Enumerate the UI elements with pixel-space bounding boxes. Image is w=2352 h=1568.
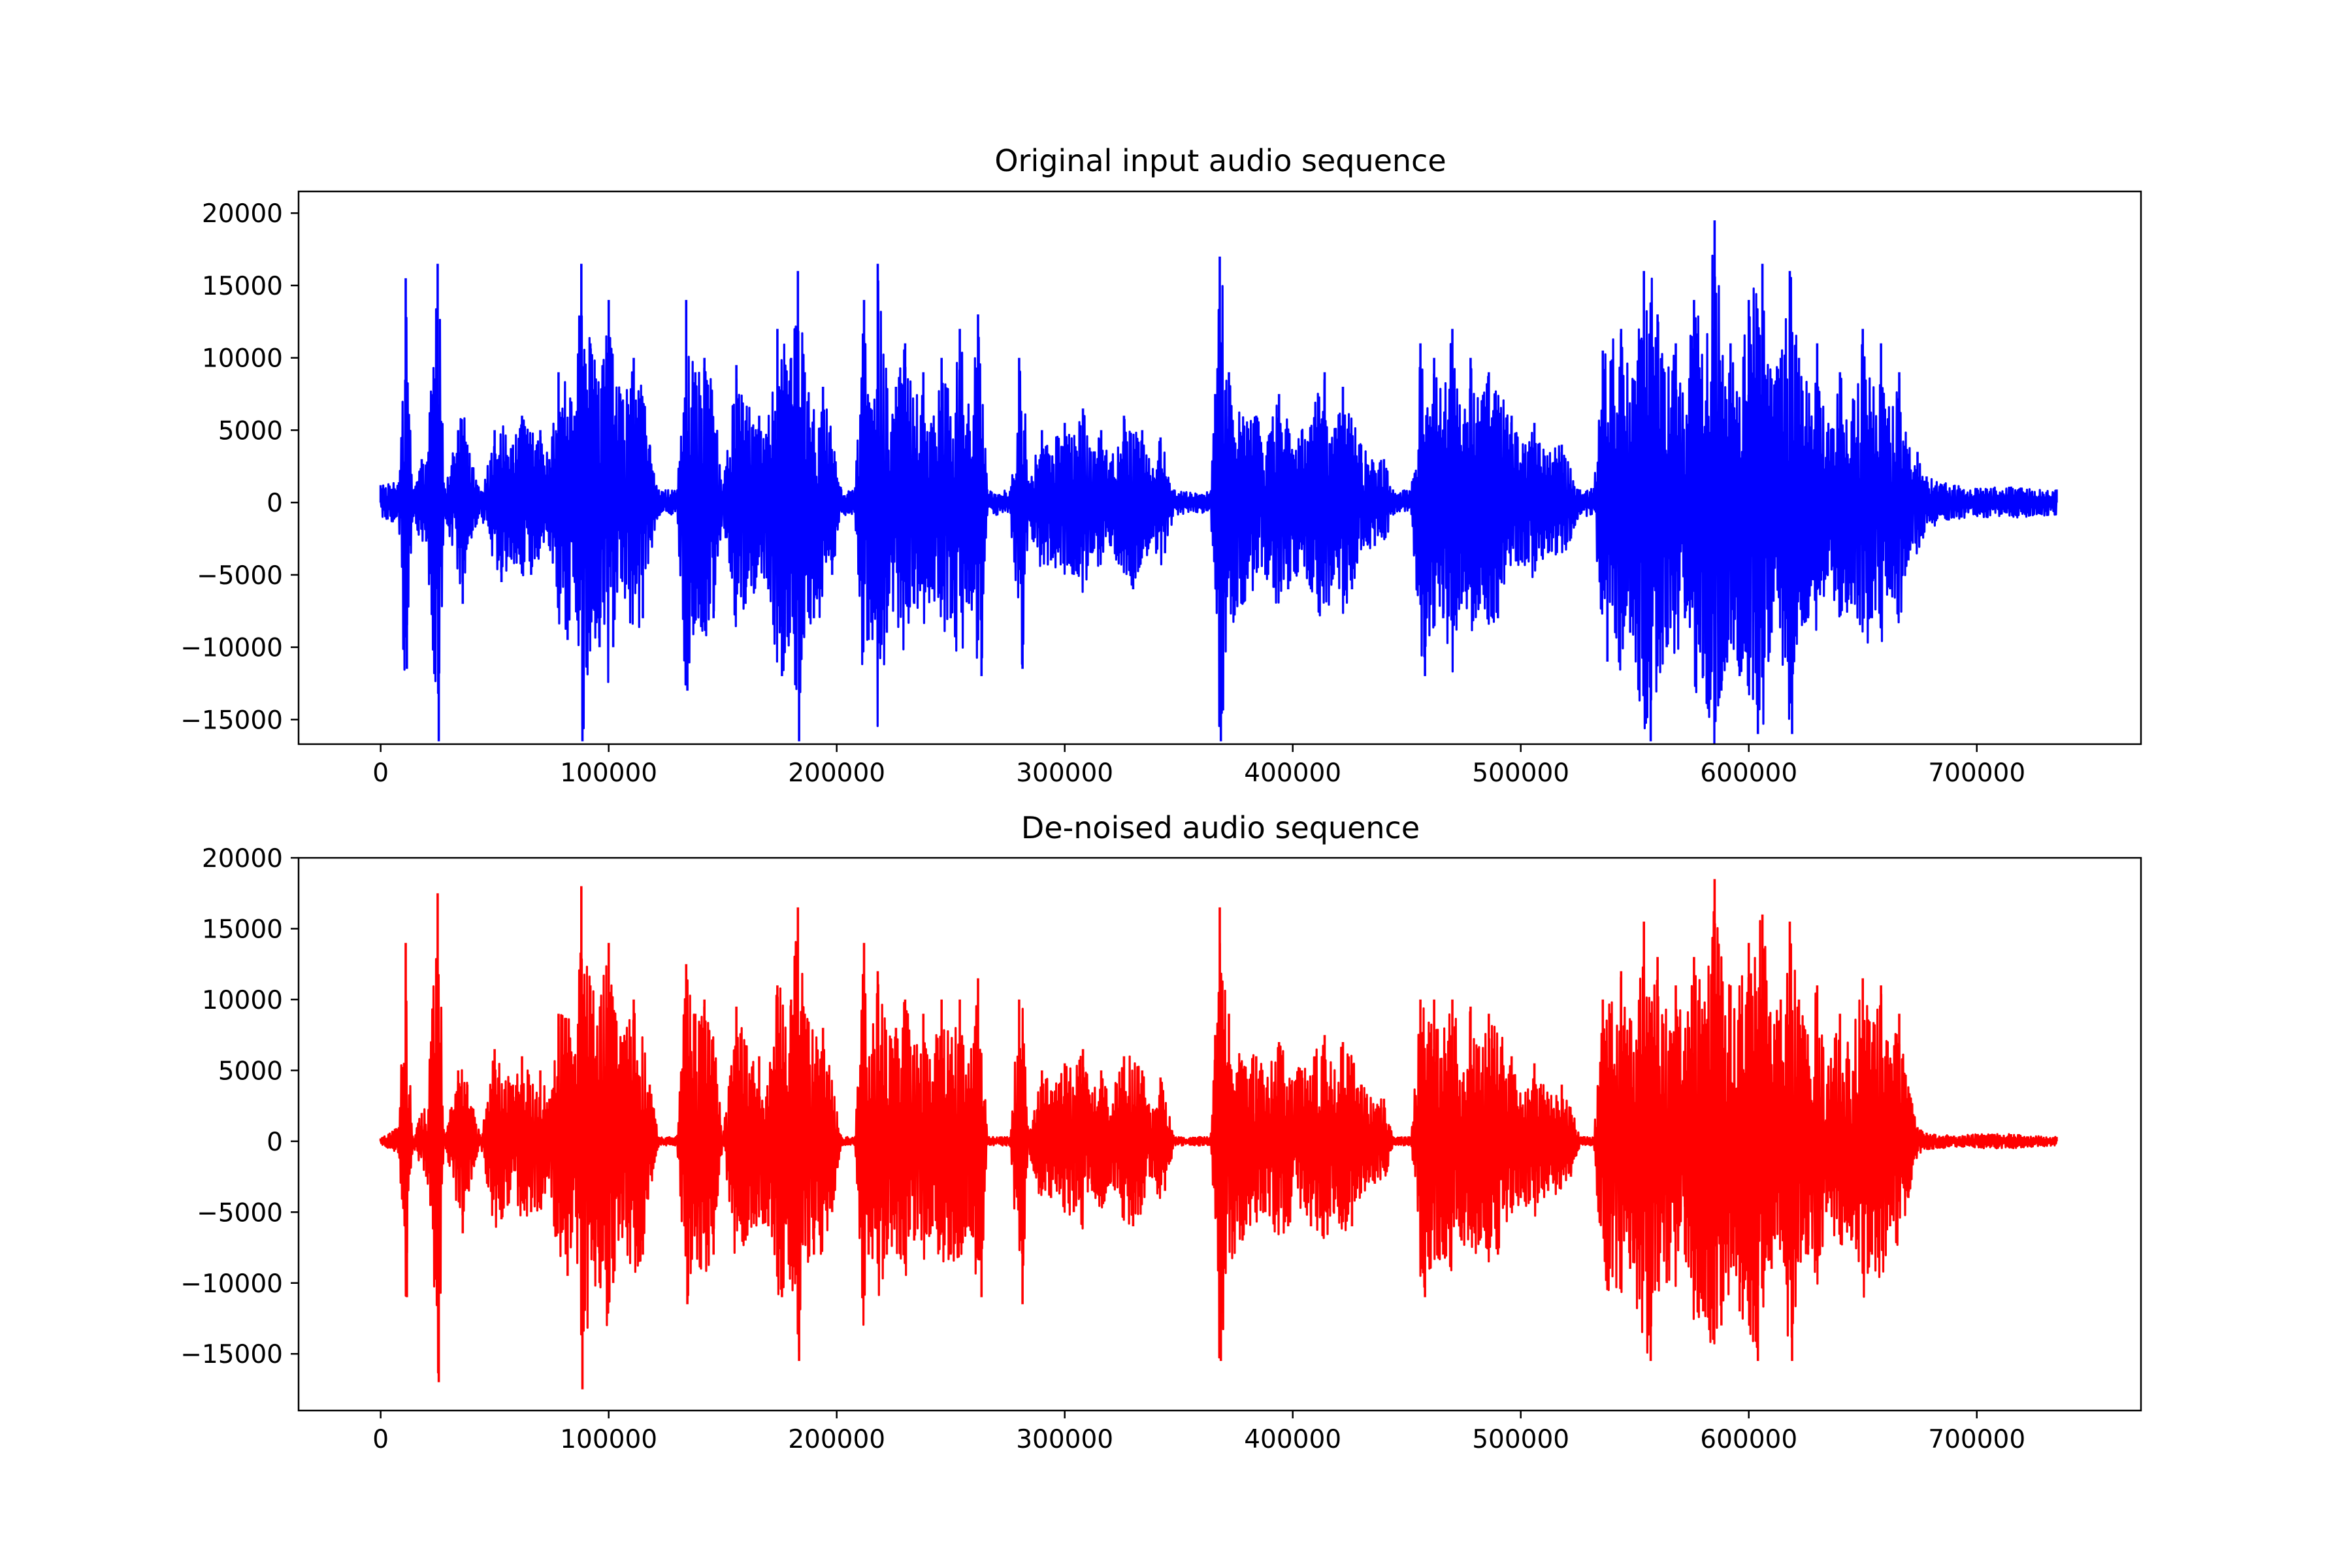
denoised-audio-waveform-peaks: [379, 879, 2058, 1390]
denoised-audio-xtick-label: 400000: [1244, 1425, 1341, 1454]
denoised-audio-ytick-label: 20000: [202, 844, 283, 874]
original-audio-xtick-label: 200000: [788, 759, 885, 788]
denoised-audio-xtick-label: 300000: [1016, 1425, 1113, 1454]
original-audio-xtick-label: 0: [372, 759, 389, 788]
original-audio-ytick-label: 20000: [202, 199, 283, 229]
original-audio-ytick-label: −10000: [180, 634, 283, 663]
denoised-audio-ytick-label: 15000: [202, 915, 283, 944]
original-audio-ticks: 0 100000 200000 300000 400000 500000 600000 700…: [180, 199, 2025, 788]
original-audio-ytick-label: 5000: [218, 416, 283, 446]
original-audio-ytick-label: 0: [267, 489, 283, 518]
denoised-audio-ytick-label: 0: [267, 1128, 283, 1157]
original-audio-xtick-label: 400000: [1244, 759, 1341, 788]
denoised-audio-xtick-label: 100000: [560, 1425, 657, 1454]
denoised-audio-axes: De-noised audio sequence 0 100000 200000 30…: [180, 810, 2142, 1454]
denoised-audio-ytick-label: −5000: [197, 1198, 283, 1228]
original-audio-ytick-label: 10000: [202, 344, 283, 374]
original-audio-plot-area: [379, 220, 2058, 744]
denoised-audio-ytick-label: −15000: [180, 1340, 283, 1369]
original-audio-xtick-label: 300000: [1016, 759, 1113, 788]
original-audio-ytick-label: −15000: [180, 706, 283, 735]
original-audio-frame: [297, 190, 2142, 745]
denoised-audio-xtick-label: 200000: [788, 1425, 885, 1454]
original-audio-waveform-peaks: [379, 220, 2058, 742]
original-audio-title: Original input audio sequence: [994, 143, 1446, 178]
denoised-audio-xtick-label: 0: [372, 1425, 389, 1454]
denoised-audio-xtick-label: 600000: [1700, 1425, 1797, 1454]
original-audio-ytick-label: 15000: [202, 272, 283, 301]
denoised-audio-frame: [297, 857, 2142, 1412]
denoised-audio-ytick-label: −10000: [180, 1269, 283, 1299]
original-audio-xtick-label: 700000: [1928, 759, 2025, 788]
original-audio-xtick-label: 500000: [1472, 759, 1569, 788]
denoised-audio-plot-area: [379, 879, 2058, 1390]
original-audio-xtick-label: 600000: [1700, 759, 1797, 788]
original-audio-axes: Original input audio sequence 0 100000 200…: [180, 143, 2142, 788]
denoised-audio-ticks: 0 100000 200000 300000 400000 500000 600000 700…: [180, 844, 2025, 1454]
original-audio-ytick-label: −5000: [197, 561, 283, 591]
denoised-audio-ytick-label: 5000: [218, 1056, 283, 1086]
denoised-audio-xtick-label: 700000: [1928, 1425, 2025, 1454]
denoised-audio-ytick-label: 10000: [202, 986, 283, 1015]
denoised-audio-title: De-noised audio sequence: [1021, 810, 1420, 845]
original-audio-xtick-label: 100000: [560, 759, 657, 788]
denoised-audio-xtick-label: 500000: [1472, 1425, 1569, 1454]
